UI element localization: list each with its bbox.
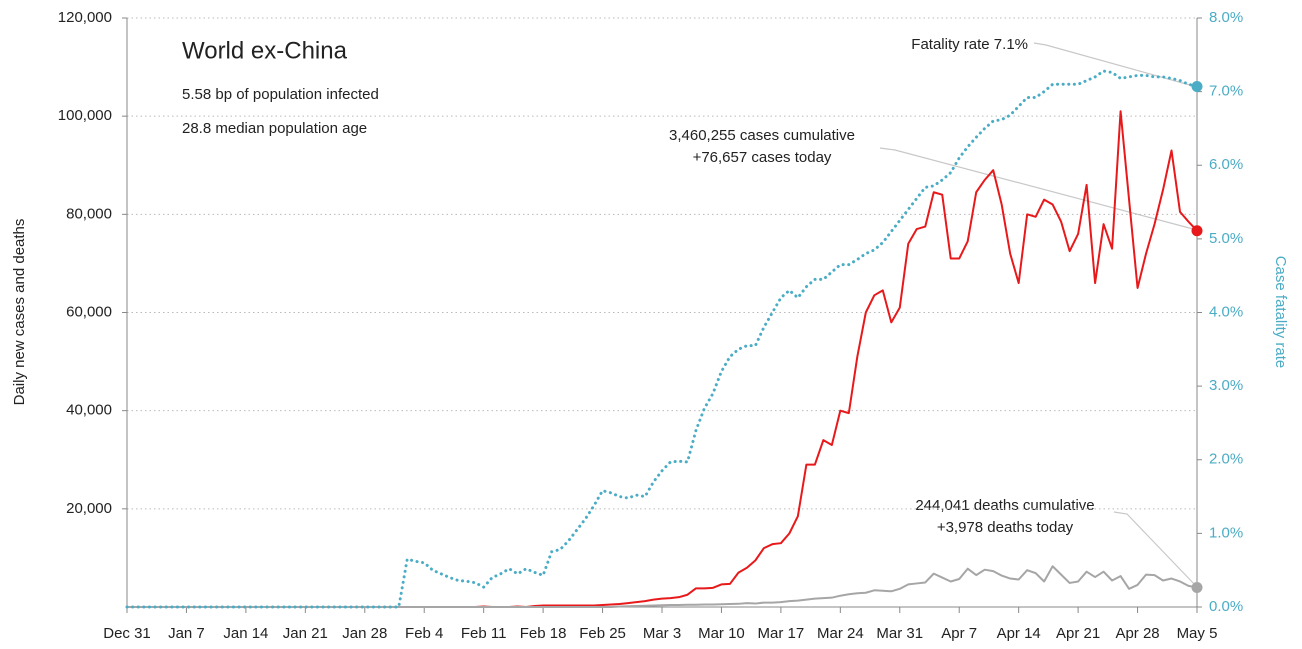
y2-tick-label: 1.0% (1209, 524, 1243, 541)
x-tick-label: Mar 17 (758, 625, 805, 642)
leader-line (1113, 511, 1198, 588)
annotation: 5.58 bp of population infected (182, 86, 379, 103)
end-marker (1191, 225, 1203, 237)
x-tick-label: Mar 24 (817, 625, 864, 642)
annotation: +3,978 deaths today (937, 519, 1074, 536)
y2-tick-label: 4.0% (1209, 303, 1243, 320)
y2-tick-label: 3.0% (1209, 377, 1243, 394)
y-tick-label: 80,000 (66, 205, 112, 222)
end-marker (1191, 80, 1203, 92)
x-tick-label: May 5 (1177, 625, 1218, 642)
y-tick-label: 40,000 (66, 402, 112, 419)
end-marker (1191, 581, 1203, 593)
y-tick-label: 20,000 (66, 500, 112, 517)
y2-tick-label: 5.0% (1209, 230, 1243, 247)
x-tick-label: Jan 14 (223, 625, 268, 642)
x-tick-label: Jan 7 (168, 625, 205, 642)
x-tick-label: Mar 3 (643, 625, 681, 642)
y-tick-label: 60,000 (66, 303, 112, 320)
y-axis-label: Daily new cases and deaths (11, 219, 28, 406)
x-tick-label: Feb 25 (579, 625, 626, 642)
y2-tick-label: 6.0% (1209, 156, 1243, 173)
x-tick-label: Mar 31 (876, 625, 923, 642)
series-line (127, 565, 1198, 608)
annotation: +76,657 cases today (693, 149, 832, 166)
x-tick-label: Apr 14 (997, 625, 1041, 642)
y2-tick-label: 2.0% (1209, 451, 1243, 468)
y-tick-label: 100,000 (58, 107, 112, 124)
x-tick-label: Feb 18 (520, 625, 567, 642)
x-tick-label: Jan 28 (342, 625, 387, 642)
leader-line (879, 147, 1198, 231)
y-tick-label: 120,000 (58, 9, 112, 26)
annotation: Fatality rate 7.1% (911, 36, 1028, 53)
x-tick-label: Apr 28 (1115, 625, 1159, 642)
x-tick-label: Feb 11 (461, 625, 507, 642)
chart-title: World ex-China (182, 37, 348, 64)
x-tick-label: Dec 31 (103, 625, 151, 642)
y2-tick-label: 8.0% (1209, 9, 1243, 26)
series-line (125, 69, 1199, 609)
y2-axis-label: Case fatality rate (1272, 256, 1289, 369)
leader-line (1033, 42, 1198, 88)
y2-tick-label: 0.0% (1209, 598, 1243, 615)
x-tick-label: Feb 4 (405, 625, 443, 642)
annotation: 28.8 median population age (182, 120, 367, 137)
x-tick-label: Jan 21 (283, 625, 328, 642)
x-tick-label: Apr 21 (1056, 625, 1100, 642)
y2-tick-label: 7.0% (1209, 83, 1243, 100)
x-tick-label: Mar 10 (698, 625, 745, 642)
x-tick-label: Apr 7 (941, 625, 977, 642)
annotation: 244,041 deaths cumulative (915, 497, 1094, 514)
annotation: 3,460,255 cases cumulative (669, 127, 855, 144)
